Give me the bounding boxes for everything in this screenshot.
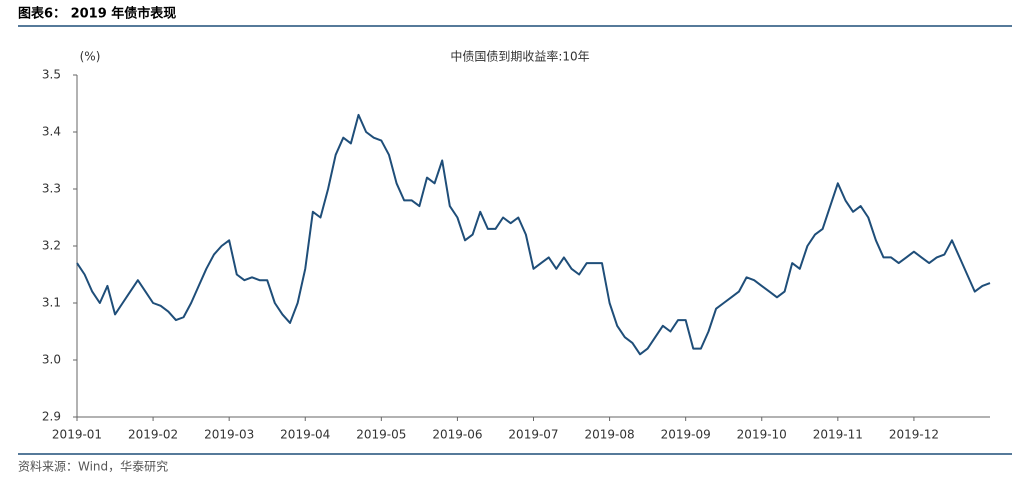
- source: 资料来源：Wind，华泰研究: [18, 459, 168, 474]
- x-tick-label: 2019-11: [813, 428, 863, 442]
- y-axis-label: (%): [80, 50, 101, 64]
- x-tick-label: 2019-05: [356, 428, 406, 442]
- x-tick-label: 2019-01: [52, 428, 102, 442]
- x-tick-label: 2019-08: [585, 428, 635, 442]
- figure-title: 图表6： 2019 年债市表现: [18, 6, 176, 22]
- x-tick-label: 2019-10: [737, 428, 787, 442]
- x-tick-label: 2019-03: [204, 428, 254, 442]
- y-tick-label: 3.0: [42, 353, 61, 367]
- x-tick-label: 2019-02: [128, 428, 178, 442]
- x-tick-label: 2019-07: [508, 428, 558, 442]
- x-tick-label: 2019-04: [280, 428, 330, 442]
- y-tick-label: 3.4: [42, 125, 61, 139]
- chart-title: 中债国债到期收益率:10年: [450, 49, 589, 64]
- x-tick-label: 2019-09: [661, 428, 711, 442]
- y-tick-label: 2.9: [42, 410, 61, 424]
- y-tick-label: 3.3: [42, 182, 61, 196]
- y-tick-label: 3.2: [42, 239, 61, 253]
- y-tick-label: 3.5: [42, 68, 61, 82]
- x-tick-label: 2019-06: [432, 428, 482, 442]
- y-tick-label: 3.1: [42, 296, 61, 310]
- x-tick-label: 2019-12: [889, 428, 939, 442]
- data-line: [76, 113, 991, 356]
